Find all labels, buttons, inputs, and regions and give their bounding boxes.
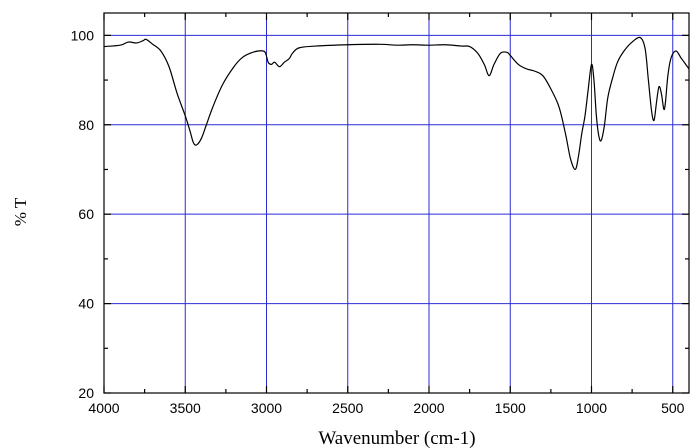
y-tick-label: 60 (78, 206, 94, 222)
x-tick-label: 3000 (251, 400, 282, 416)
x-tick-label: 500 (661, 400, 685, 416)
y-tick-label: 100 (71, 27, 95, 43)
tick-labels: 4000 3500 3000 2500 2000 1500 1000 500 20 40 60 80 1… (71, 27, 685, 416)
x-tick-label: 2000 (413, 400, 444, 416)
y-tick-label: 40 (78, 296, 94, 312)
x-tick-label: 1000 (576, 400, 607, 416)
series-layer (103, 36, 690, 171)
x-tick-label: 1500 (495, 400, 526, 416)
x-axis-title: Wavenumber (cm-1) (318, 428, 475, 448)
plot-frame (103, 12, 690, 394)
x-tick-label: 2500 (332, 400, 363, 416)
y-tick-label: 80 (78, 117, 94, 133)
y-tick-label: 20 (78, 385, 94, 401)
axis-ticks (103, 13, 689, 394)
x-tick-label: 4000 (88, 400, 119, 416)
y-axis-title: % T (11, 197, 30, 226)
grid-lines (104, 13, 689, 393)
spectrum-line (103, 36, 690, 171)
x-tick-label: 3500 (170, 400, 201, 416)
